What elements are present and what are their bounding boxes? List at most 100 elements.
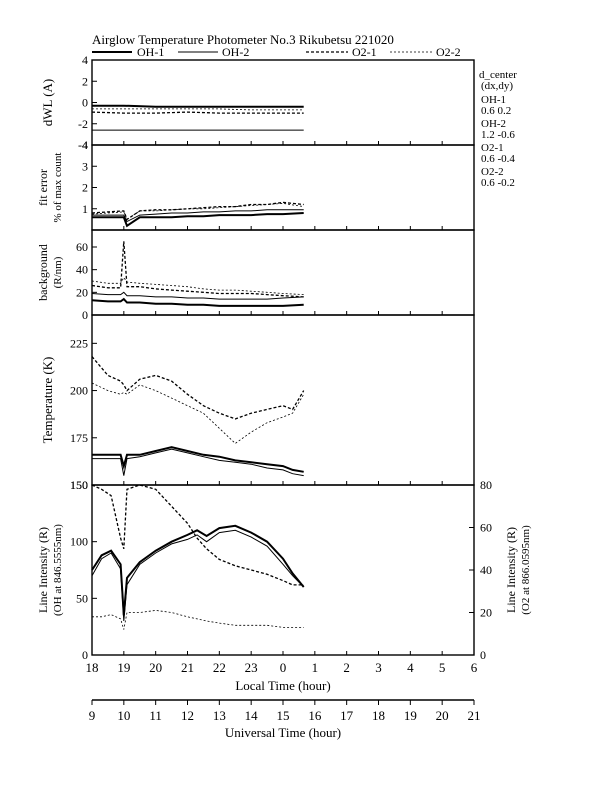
d-center-name-2: O2-1 <box>481 142 504 154</box>
ut-tick-4: 13 <box>213 708 226 723</box>
ut-tick-10: 19 <box>404 708 417 723</box>
local-time-tick-4: 22 <box>213 660 226 675</box>
series-background-o2-1 <box>91 241 304 298</box>
d-center-value-3: 0.6 -0.2 <box>481 177 515 189</box>
d-center-name-1: OH-2 <box>481 118 506 130</box>
y2tick-label-0: 0 <box>480 648 486 662</box>
ytick-label-background-2: 40 <box>76 263 88 277</box>
local-time-tick-9: 3 <box>375 660 382 675</box>
panel-temperature: 150 175 200 225 Temperature (K) <box>40 314 475 492</box>
ut-tick-1: 10 <box>117 708 130 723</box>
ytick-label-fit_error-2: 3 <box>82 159 88 173</box>
series-background-o2-2 <box>91 276 304 295</box>
panel-frame-dwl <box>91 59 475 146</box>
local-time-tick-5: 23 <box>245 660 258 675</box>
series-fit_error-oh-2 <box>92 209 304 223</box>
ytick-label-fit_error-3: 4 <box>82 138 88 152</box>
ylabel-fit_error: fit error <box>36 169 50 206</box>
y2tick-label-1: 20 <box>480 606 492 620</box>
d-center-name-3: O2-2 <box>481 166 504 178</box>
ut-tick-12: 21 <box>468 708 481 723</box>
ut-tick-5: 14 <box>245 708 259 723</box>
series-dwl-oh-1 <box>92 104 304 108</box>
y2tick-label-3: 60 <box>480 521 492 535</box>
y2label2-line_intensity: (O2 at 866.0595nm) <box>520 525 532 615</box>
ut-tick-2: 11 <box>149 708 162 723</box>
y2label-line_intensity: Line Intensity (R) <box>504 527 518 613</box>
panel-background: 0 20 40 60 background (R/nm) <box>36 229 475 322</box>
ytick-label-line_intensity-1: 50 <box>76 591 88 605</box>
series-fit_error-oh-1 <box>92 212 304 228</box>
series-dwl-o2-1 <box>91 111 304 114</box>
ylabel-line_intensity: Line Intensity (R) <box>36 527 50 613</box>
side-notes: d_center(dx,dy)OH-10.6 0.2OH-21.2 -0.6O2… <box>479 69 517 189</box>
local-time-tick-7: 1 <box>312 660 319 675</box>
local-time-tick-0: 18 <box>86 660 99 675</box>
d-center-subtitle: (dx,dy) <box>481 80 513 92</box>
ut-tick-0: 9 <box>89 708 96 723</box>
y2tick-label-2: 40 <box>480 563 492 577</box>
legend-label-oh-1: OH-1 <box>137 45 164 59</box>
ytick-label-line_intensity-0: 0 <box>82 648 88 662</box>
ytick-label-background-0: 0 <box>82 308 88 322</box>
ut-tick-7: 16 <box>308 708 322 723</box>
legend-label-o2-2: O2-2 <box>436 45 461 59</box>
ytick-label-line_intensity-2: 100 <box>70 535 88 549</box>
ytick-label-line_intensity-3: 150 <box>70 478 88 492</box>
local-time-tick-2: 20 <box>149 660 162 675</box>
d-center-title: d_center <box>479 69 517 81</box>
d-center-value-0: 0.6 0.2 <box>481 105 511 117</box>
series-temperature-o2-2 <box>91 382 305 444</box>
series-temperature-o2-1 <box>91 356 305 420</box>
ytick-label-dwl-4: 4 <box>82 53 88 67</box>
ylabel2-line_intensity: (OH at 846.5555nm) <box>52 524 64 616</box>
ut-tick-8: 17 <box>340 708 354 723</box>
series-line_intensity-oh-2 <box>91 529 305 622</box>
ylabel-dwl: dWL (A) <box>40 79 55 127</box>
series-background-oh-2 <box>91 291 304 300</box>
ut-label: Universal Time (hour) <box>225 725 341 740</box>
ytick-label-background-3: 60 <box>76 240 88 254</box>
ytick-label-temperature-3: 225 <box>70 336 88 350</box>
chart-title: Airglow Temperature Photometer No.3 Riku… <box>92 32 394 47</box>
legend-label-oh-2: OH-2 <box>222 45 249 59</box>
series-line_intensity-o2-1 <box>91 484 304 586</box>
local-time-tick-6: 0 <box>280 660 287 675</box>
local-time-tick-12: 6 <box>471 660 478 675</box>
local-time-tick-11: 5 <box>439 660 446 675</box>
series-temperature-oh-2 <box>92 448 304 477</box>
ylabel-background: background <box>36 244 50 301</box>
ytick-label-dwl-2: 0 <box>82 96 88 110</box>
d-center-value-2: 0.6 -0.4 <box>481 153 515 165</box>
series-line_intensity-oh-1 <box>91 524 305 616</box>
local-time-tick-1: 19 <box>117 660 130 675</box>
local-time-label: Local Time (hour) <box>235 678 330 693</box>
panel-frame-line_intensity <box>91 484 475 656</box>
ytick-label-temperature-1: 175 <box>70 431 88 445</box>
ytick-label-fit_error-1: 2 <box>82 181 88 195</box>
ylabel2-fit_error: % of max count <box>52 153 64 223</box>
ylabel-temperature: Temperature (K) <box>40 357 55 444</box>
ytick-label-dwl-1: -2 <box>78 117 88 131</box>
panel-dwl: -4 -2 0 2 4 dWL (A) <box>40 53 475 152</box>
ut-tick-11: 20 <box>436 708 449 723</box>
ut-tick-9: 18 <box>372 708 385 723</box>
series-fit_error-o2-2 <box>91 202 304 220</box>
ut-tick-6: 15 <box>277 708 290 723</box>
ytick-label-fit_error-0: 1 <box>82 202 88 216</box>
ytick-label-temperature-0: 150 <box>70 478 88 492</box>
ytick-label-dwl-0: -4 <box>78 138 88 152</box>
ylabel2-background: (R/nm) <box>52 256 64 288</box>
local-time-tick-8: 2 <box>343 660 350 675</box>
d-center-value-1: 1.2 -0.6 <box>481 129 515 141</box>
local-time-tick-10: 4 <box>407 660 414 675</box>
series-dwl-o2-2 <box>92 108 304 111</box>
ytick-label-dwl-3: 2 <box>82 74 88 88</box>
legend: OH-1 OH-2 O2-1 O2-2 <box>92 45 461 59</box>
ut-tick-3: 12 <box>181 708 194 723</box>
series-line_intensity-o2-2 <box>92 609 304 630</box>
series-background-oh-1 <box>91 297 304 307</box>
panel-fit_error: 1 2 3 4 fit error% of max count <box>36 138 475 231</box>
